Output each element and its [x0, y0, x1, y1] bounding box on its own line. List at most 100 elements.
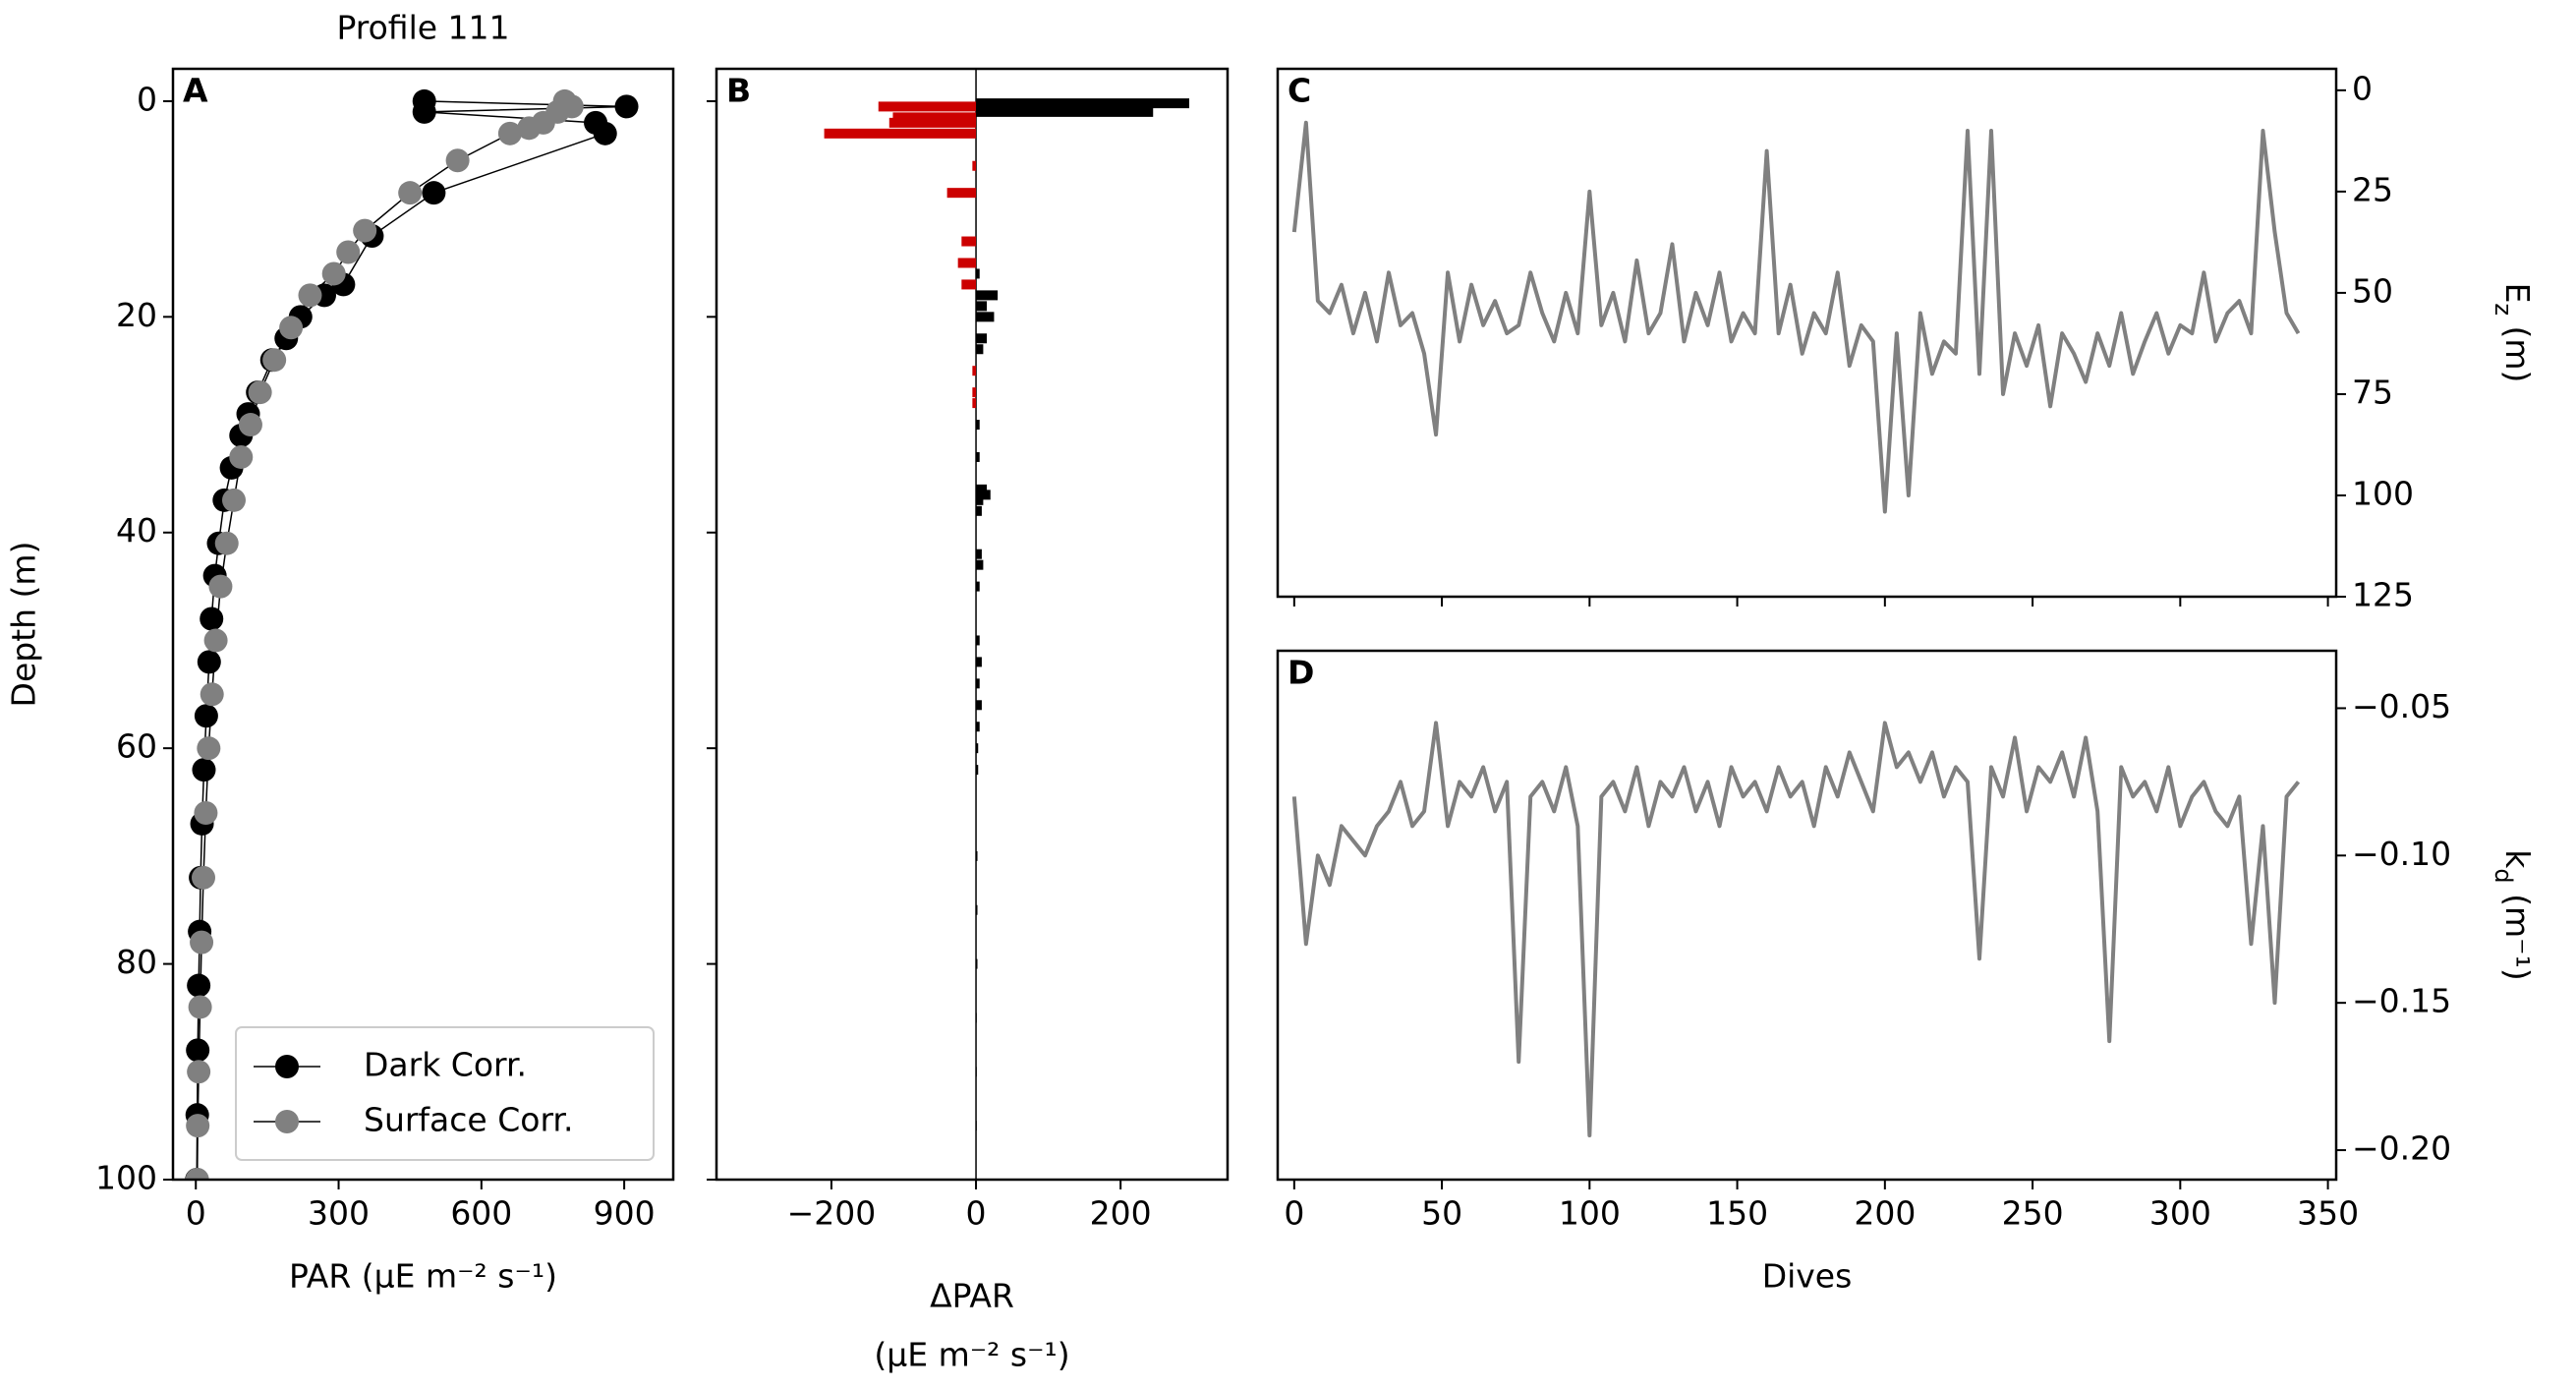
- bar: [976, 1121, 977, 1131]
- profile-point: [517, 116, 542, 141]
- plot-area: [1291, 721, 2301, 1138]
- bar: [976, 484, 988, 494]
- profile-point: [208, 574, 233, 599]
- bar: [976, 451, 980, 462]
- y-axis-label-part: k: [2499, 849, 2538, 869]
- profile-point: [353, 218, 377, 243]
- bar: [976, 559, 984, 570]
- x-axis-label: (μE m⁻² s⁻¹): [874, 1336, 1069, 1374]
- profile-point: [497, 121, 522, 145]
- y-axis-label: kd (m⁻¹): [2490, 849, 2538, 980]
- x-axis-label: PAR (μE m⁻² s⁻¹): [289, 1257, 557, 1296]
- y-tick-label: 40: [116, 511, 157, 550]
- y-tick-label: 100: [95, 1159, 157, 1197]
- y-tick-label: −0.10: [2352, 835, 2451, 873]
- profile-point: [336, 240, 361, 264]
- x-tick-label: 300: [308, 1194, 370, 1233]
- profile-point: [248, 380, 272, 405]
- profile-point: [192, 758, 216, 782]
- profile-point: [262, 348, 287, 373]
- axes-frame: [715, 67, 1230, 1182]
- y-axis-label-part: z: [2490, 303, 2517, 316]
- bar: [972, 160, 977, 171]
- bar: [976, 700, 982, 711]
- bar: [976, 850, 978, 861]
- series-line: [1291, 120, 2301, 514]
- bar: [976, 268, 980, 279]
- legend-label: Dark Corr.: [364, 1046, 527, 1084]
- y-tick-label: 80: [116, 943, 157, 981]
- profile-point: [194, 800, 218, 825]
- y-tick-label: 100: [2352, 474, 2414, 512]
- x-tick-label: 0: [186, 1194, 206, 1233]
- y-tick-label: 60: [116, 727, 157, 766]
- profile-point: [187, 1060, 211, 1084]
- profile-line: [196, 100, 627, 1180]
- bar: [976, 722, 980, 732]
- legend-marker: [275, 1110, 299, 1133]
- profile-point: [186, 1038, 210, 1063]
- bar: [976, 1013, 977, 1023]
- bar: [976, 581, 980, 592]
- profile-point: [321, 261, 346, 286]
- legend-box: [235, 1026, 655, 1161]
- y-tick-label: 50: [2352, 271, 2393, 310]
- bar: [961, 236, 977, 247]
- y-tick-label: −0.20: [2352, 1129, 2451, 1168]
- axes-frame: [171, 67, 675, 1182]
- profile-point: [398, 181, 423, 205]
- x-tick-label: 0: [1284, 1194, 1304, 1233]
- x-tick-label: 200: [1854, 1194, 1916, 1233]
- profile-point: [187, 973, 211, 998]
- x-axis-label: Dives: [1762, 1257, 1853, 1296]
- axes-frame: [1276, 649, 2338, 1182]
- profile-point: [191, 865, 215, 890]
- x-tick-label: 900: [594, 1194, 656, 1233]
- x-axis-label: ΔPAR: [930, 1277, 1014, 1315]
- bar: [976, 743, 979, 754]
- y-axis-label-part: d: [2490, 868, 2517, 883]
- bar: [976, 549, 982, 559]
- bar: [976, 505, 982, 516]
- x-tick-label: 100: [1559, 1194, 1621, 1233]
- x-tick-label: 200: [1090, 1194, 1152, 1233]
- series-line: [1291, 721, 2301, 1138]
- profile-point: [190, 930, 214, 955]
- bar: [957, 258, 977, 268]
- y-axis-label: Ez (m): [2490, 283, 2538, 383]
- x-tick-label: 300: [2149, 1194, 2211, 1233]
- y-tick-label: 0: [2352, 69, 2373, 107]
- bar: [892, 112, 977, 123]
- panel-label: B: [726, 72, 751, 110]
- bar: [976, 290, 999, 301]
- profile-point: [422, 181, 446, 205]
- y-axis-label-part: E: [2499, 283, 2538, 304]
- profile-point: [214, 531, 239, 555]
- profile-point: [593, 121, 617, 145]
- legend-marker: [275, 1055, 299, 1078]
- chart-title: Profile 111: [336, 9, 509, 47]
- bar: [976, 312, 995, 322]
- profile-point: [412, 99, 436, 124]
- bar: [972, 398, 977, 409]
- profile-point: [238, 413, 262, 437]
- y-tick-label: 20: [116, 296, 157, 334]
- plot-area: [185, 88, 639, 1180]
- x-tick-label: 350: [2297, 1194, 2359, 1233]
- bar: [976, 1067, 977, 1077]
- plot-area: [824, 69, 1190, 1180]
- bar: [972, 387, 977, 398]
- profile-point: [194, 704, 218, 728]
- bar: [976, 494, 984, 505]
- profile-point: [197, 650, 221, 674]
- profile-point: [203, 628, 228, 653]
- y-tick-label: 75: [2352, 373, 2393, 411]
- profile-point: [298, 283, 322, 308]
- bar: [976, 344, 984, 355]
- bar: [976, 98, 1190, 109]
- profile-point: [200, 607, 224, 631]
- y-axis-label-part: (m⁻¹): [2499, 884, 2538, 981]
- y-tick-label: −0.05: [2352, 687, 2451, 725]
- bar: [961, 279, 977, 290]
- y-axis-label: Depth (m): [5, 542, 43, 708]
